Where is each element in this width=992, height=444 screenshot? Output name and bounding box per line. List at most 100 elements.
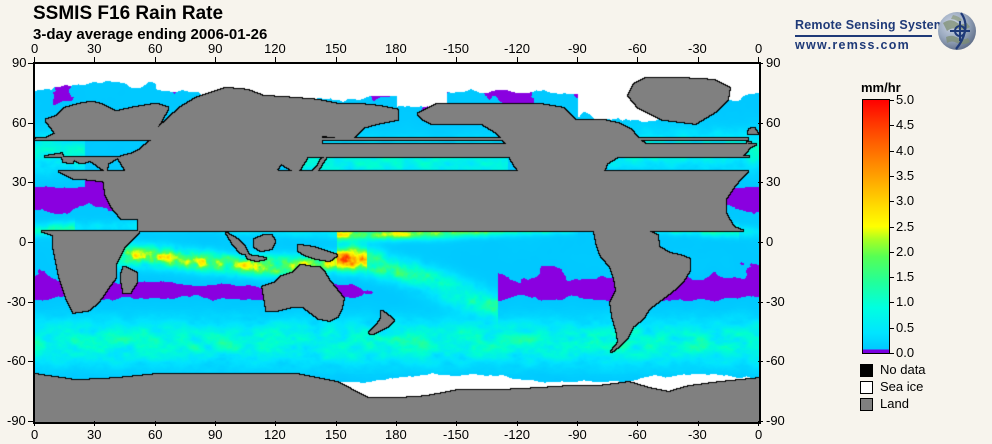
- colorbar-tick-label: 2.5: [896, 219, 915, 234]
- logo-organization-name: Remote Sensing Systems: [795, 18, 953, 32]
- colorbar-tick: [889, 100, 894, 101]
- legend-label: No data: [880, 362, 926, 377]
- x-tick: [215, 421, 216, 426]
- x-axis-label: 90: [208, 41, 223, 56]
- x-tick: [637, 421, 638, 426]
- colorbar-tick-label: 0.5: [896, 320, 915, 335]
- class-legend: No data Sea ice Land: [860, 362, 980, 413]
- x-tick: [94, 57, 95, 62]
- y-tick: [758, 361, 763, 362]
- colorbar-tick: [889, 151, 894, 152]
- x-tick: [275, 421, 276, 426]
- legend-swatch: [860, 381, 873, 394]
- y-axis-label: 0: [766, 234, 774, 249]
- colorbar-tick-label: 1.0: [896, 294, 915, 309]
- x-axis-label: 0: [31, 41, 39, 56]
- x-tick: [396, 57, 397, 62]
- x-tick: [758, 57, 759, 62]
- colorbar-units-label: mm/hr: [861, 80, 901, 95]
- x-axis-label: -120: [504, 427, 531, 442]
- x-tick: [517, 421, 518, 426]
- y-axis-label: 90: [12, 55, 27, 70]
- colorbar-tick: [889, 277, 894, 278]
- colorbar-tick: [889, 252, 894, 253]
- y-tick: [28, 421, 33, 422]
- legend-swatch: [860, 398, 873, 411]
- x-axis-label: -30: [688, 41, 707, 56]
- x-axis-label: -30: [688, 427, 707, 442]
- legend-label: Land: [880, 396, 909, 411]
- map-plot-area[interactable]: [33, 62, 761, 424]
- colorbar-tick-label: 4.5: [896, 117, 915, 132]
- x-axis-label: 60: [148, 41, 163, 56]
- y-tick: [28, 361, 33, 362]
- x-axis-label: 180: [385, 427, 407, 442]
- x-axis-label: 0: [755, 427, 763, 442]
- legend-swatch: [860, 364, 873, 377]
- colorbar-tick: [889, 353, 894, 354]
- x-tick: [517, 57, 518, 62]
- x-axis-label: -150: [443, 427, 470, 442]
- colorbar-tick: [889, 302, 894, 303]
- colorbar-tick: [889, 227, 894, 228]
- y-tick: [28, 242, 33, 243]
- x-axis-label: -90: [568, 41, 587, 56]
- x-axis-label: 120: [264, 427, 286, 442]
- colorbar-tick-label: 5.0: [896, 92, 915, 107]
- x-axis-label: 60: [148, 427, 163, 442]
- logo-website-url: www.remss.com: [795, 38, 911, 52]
- x-axis-label: 30: [87, 41, 102, 56]
- legend-label: Sea ice: [880, 379, 924, 394]
- y-tick: [758, 302, 763, 303]
- colorbar-tick: [889, 125, 894, 126]
- y-tick: [758, 63, 763, 64]
- remss-logo[interactable]: Remote Sensing Systems www.remss.com: [795, 8, 985, 54]
- y-axis-label: 90: [766, 55, 781, 70]
- colorbar-tick-label: 0.0: [896, 345, 915, 360]
- y-axis-label: 60: [12, 115, 27, 130]
- x-axis-label: -150: [443, 41, 470, 56]
- legend-item: Sea ice: [860, 379, 980, 396]
- x-tick: [34, 421, 35, 426]
- x-tick: [698, 57, 699, 62]
- colorbar-tick: [889, 328, 894, 329]
- legend-item: No data: [860, 362, 980, 379]
- colorbar-gradient[interactable]: [862, 99, 890, 354]
- y-axis-label: 30: [766, 174, 781, 189]
- x-tick: [396, 421, 397, 426]
- y-axis-label: -90: [7, 413, 26, 428]
- x-axis-label: 150: [325, 427, 347, 442]
- y-tick: [758, 182, 763, 183]
- x-tick: [336, 57, 337, 62]
- x-tick: [336, 421, 337, 426]
- y-axis-label: -90: [766, 413, 785, 428]
- y-tick: [28, 63, 33, 64]
- x-axis-label: 0: [31, 427, 39, 442]
- y-axis-label: -60: [766, 353, 785, 368]
- colorbar-tick-label: 4.0: [896, 143, 915, 158]
- x-tick: [758, 421, 759, 426]
- globe-icon: [938, 12, 976, 50]
- colorbar-tick-label: 3.0: [896, 193, 915, 208]
- y-tick: [28, 302, 33, 303]
- x-tick: [155, 57, 156, 62]
- x-tick: [577, 57, 578, 62]
- x-axis-label: -60: [628, 41, 647, 56]
- page-subtitle: 3-day average ending 2006-01-26: [33, 26, 268, 43]
- legend-item: Land: [860, 396, 980, 413]
- logo-divider: [795, 35, 932, 37]
- y-tick: [758, 123, 763, 124]
- colorbar-tick-label: 2.0: [896, 244, 915, 259]
- y-axis-label: 60: [766, 115, 781, 130]
- y-axis-label: 30: [12, 174, 27, 189]
- x-axis-label: -120: [504, 41, 531, 56]
- x-tick: [456, 57, 457, 62]
- colorbar-tick: [889, 201, 894, 202]
- x-tick: [94, 421, 95, 426]
- y-axis-label: 0: [19, 234, 27, 249]
- x-axis-label: 120: [264, 41, 286, 56]
- x-axis-label: 150: [325, 41, 347, 56]
- colorbar-tick: [889, 176, 894, 177]
- y-tick: [758, 421, 763, 422]
- y-tick: [28, 123, 33, 124]
